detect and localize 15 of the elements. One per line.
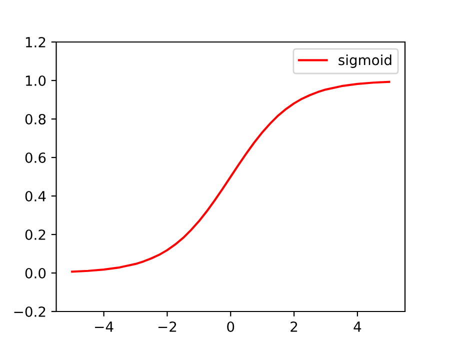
y-tick-label: 0.0 — [25, 268, 46, 278]
y-tick-label: 0.8 — [25, 114, 46, 124]
y-tick-label: 0.2 — [25, 229, 46, 240]
y-tick-label: 1.2 — [26, 36, 46, 48]
x-tick-label: −4 — [95, 322, 114, 332]
legend-label: sigmoid — [338, 54, 392, 68]
x-tick-label: 2 — [290, 321, 298, 332]
x-tick-label: 0 — [227, 321, 234, 332]
line-series — [71, 80, 390, 273]
x-tick-label: −2 — [158, 321, 176, 332]
y-tick-label: 1.0 — [26, 75, 46, 86]
y-tick-label: −0.2 — [14, 306, 46, 317]
x-tick-label: 4 — [354, 322, 362, 332]
y-tick-label: 0.6 — [25, 152, 46, 163]
y-tick-label: 0.4 — [25, 190, 46, 202]
